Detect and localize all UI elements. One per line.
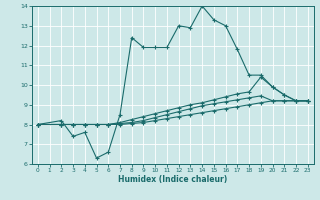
X-axis label: Humidex (Indice chaleur): Humidex (Indice chaleur) [118, 175, 228, 184]
